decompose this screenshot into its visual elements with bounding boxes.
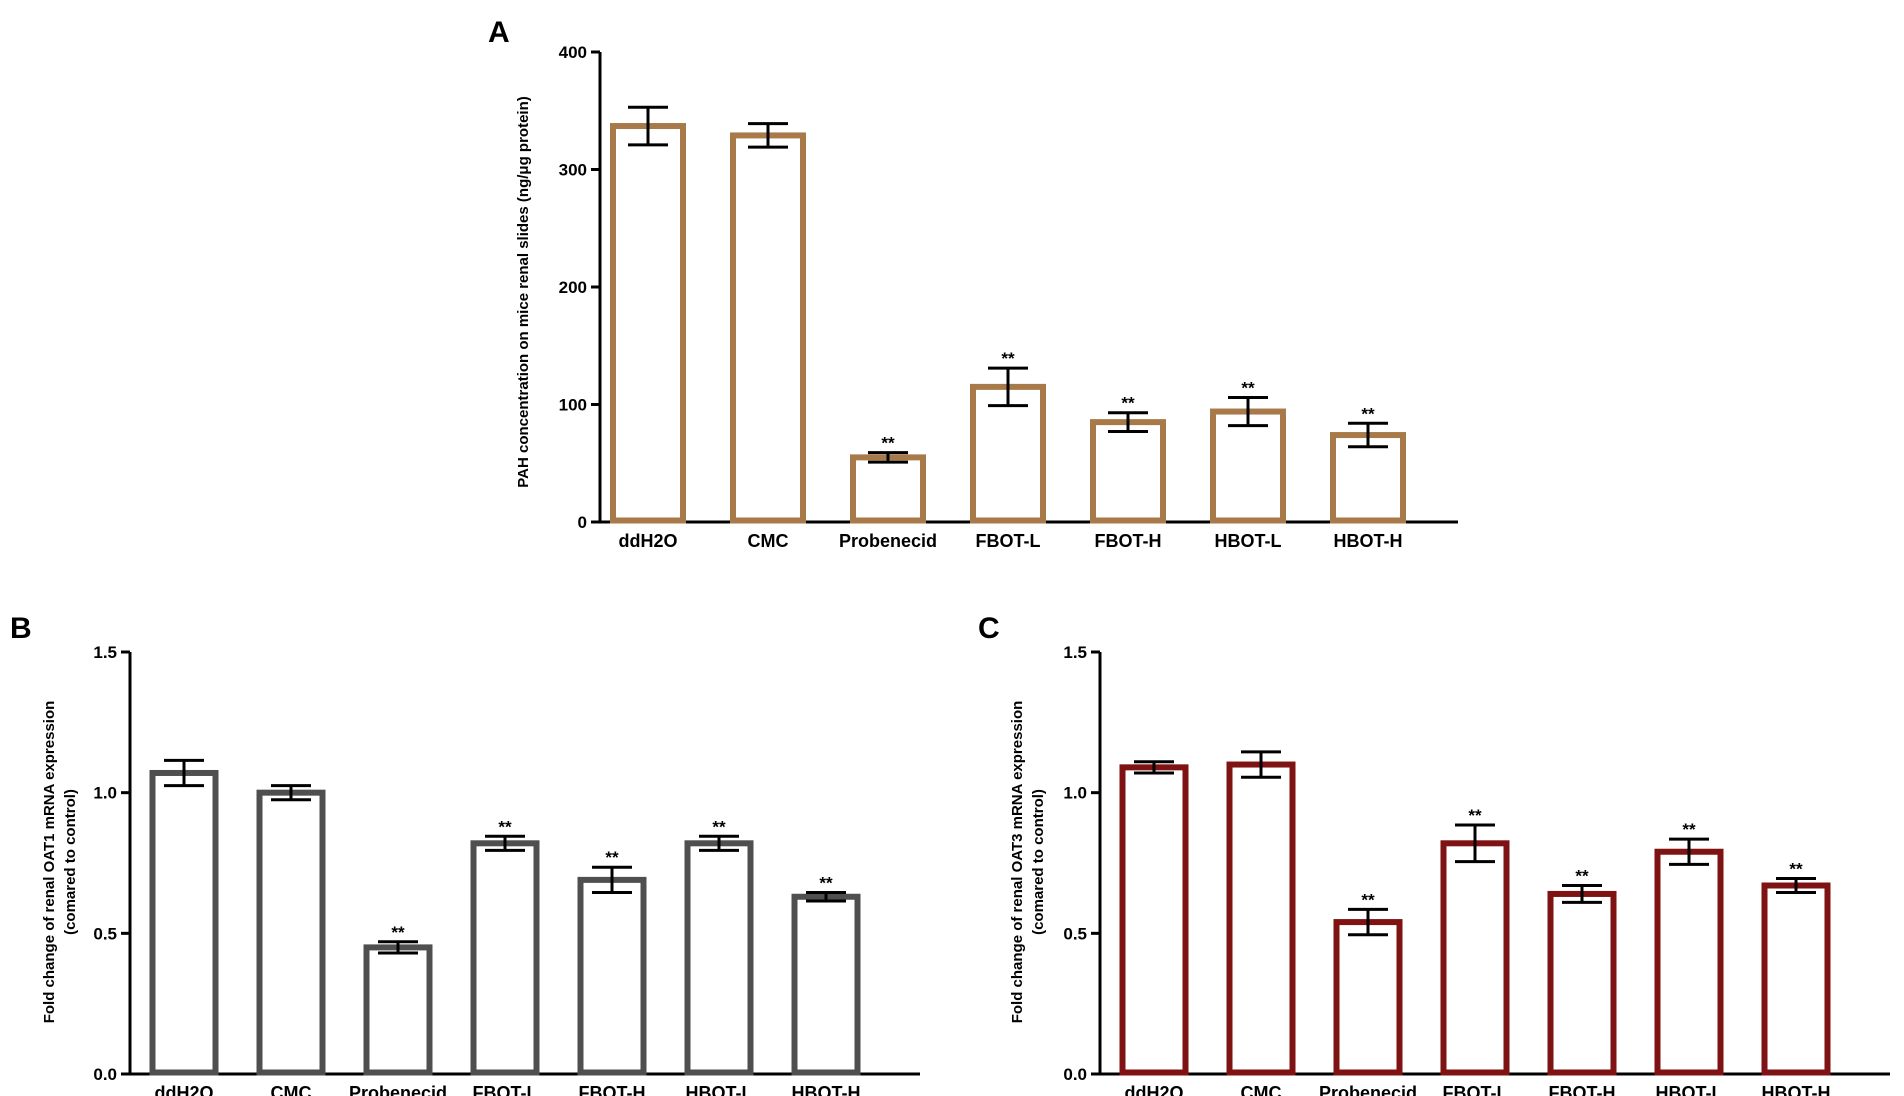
panel-b-category-label: ddH2O (154, 1083, 213, 1096)
panel-a: A PAH concentration on mice renal slides… (488, 16, 1458, 551)
panel-a-category-label: HBOT-H (1334, 531, 1403, 551)
panel-c-y-axis-title-line2: (comared to control) (1030, 789, 1047, 935)
panel-c-significance-label: ** (1575, 867, 1589, 886)
panel-b-significance-label: ** (712, 817, 726, 836)
panel-a-significance-label: ** (1121, 394, 1135, 413)
panel-b-significance-label: ** (819, 874, 833, 893)
panel-a-bar (1210, 408, 1286, 524)
panel-b-category-label: Probenecid (349, 1083, 447, 1096)
panel-b-significance-label: ** (605, 848, 619, 867)
panel-c-y-axis-title-line1: Fold change of renal OAT3 mRNA expressio… (1009, 701, 1026, 1024)
panel-b-category-label: HBOT-L (686, 1083, 753, 1096)
panel-c-category-label: FBOT-L (1443, 1083, 1508, 1096)
panel-c-bar (1440, 840, 1510, 1076)
panel-a-bar (730, 132, 806, 524)
panel-c-bar (1333, 919, 1403, 1076)
panel-b: B Fold change of renal OAT1 mRNA express… (10, 612, 920, 1096)
panel-c-category-label: HBOT-L (1656, 1083, 1723, 1096)
panel-b-significance-label: ** (391, 923, 405, 942)
panel-b-bar (791, 893, 861, 1076)
panel-a-y-axis-title: PAH concentration on mice renal slides (… (515, 96, 532, 487)
panel-b-category-label: HBOT-H (792, 1083, 861, 1096)
panel-c-y-tick-label: 1.5 (1063, 643, 1087, 662)
panel-a-category-label: CMC (748, 531, 789, 551)
panel-a-category-label: FBOT-H (1095, 531, 1162, 551)
panel-a-category-label: FBOT-L (976, 531, 1041, 551)
panel-c-y-tick-label: 0.0 (1063, 1065, 1087, 1084)
panel-b-letter: B (10, 612, 32, 645)
panel-a-bar (610, 123, 686, 524)
panel-b-y-tick-label: 0.0 (93, 1065, 117, 1084)
panel-a-y-tick-label: 300 (559, 161, 587, 180)
panel-a-significance-label: ** (1241, 378, 1255, 397)
panel-b-bar (256, 789, 326, 1076)
panel-a-y-tick-label: 200 (559, 278, 587, 297)
panel-c-y-tick-label: 1.0 (1063, 784, 1087, 803)
panel-b-y-tick-label: 0.5 (93, 924, 117, 943)
panel-c-plot: 0.0 0.5 1.0 1.5 ddH2O CMC ** Probenecid ** FBOT-L… (1063, 643, 1890, 1096)
panel-b-bar (577, 876, 647, 1076)
panel-b-bar (363, 944, 433, 1076)
panel-c-bar (1761, 882, 1831, 1076)
panel-a-significance-label: ** (1361, 404, 1375, 423)
panel-c-y-tick-label: 0.5 (1063, 924, 1087, 943)
panel-b-category-label: CMC (271, 1083, 312, 1096)
panel-a-y-tick-label: 400 (559, 43, 587, 62)
panel-a-bar (970, 383, 1046, 524)
panel-c-significance-label: ** (1361, 890, 1375, 909)
panel-b-plot: 0.0 0.5 1.0 1.5 ddH2O CMC ** Probenecid ** FBOT-L… (93, 643, 920, 1096)
panel-c: C Fold change of renal OAT3 mRNA express… (978, 612, 1890, 1096)
panel-c-significance-label: ** (1468, 806, 1482, 825)
panel-a-significance-label: ** (1001, 349, 1015, 368)
panel-a-category-label: HBOT-L (1215, 531, 1282, 551)
panel-b-y-tick-label: 1.0 (93, 784, 117, 803)
panel-a-category-label: Probenecid (839, 531, 937, 551)
panel-c-significance-label: ** (1789, 859, 1803, 878)
panel-c-category-label: HBOT-H (1762, 1083, 1831, 1096)
panel-b-category-label: FBOT-L (473, 1083, 538, 1096)
panel-c-bar (1119, 764, 1189, 1076)
panel-c-category-label: FBOT-H (1549, 1083, 1616, 1096)
panel-b-y-axis-title-line2: (comared to control) (62, 789, 79, 935)
panel-a-category-label: ddH2O (618, 531, 677, 551)
panel-b-bar (684, 840, 754, 1076)
panel-a-bar (1330, 432, 1406, 524)
panel-c-bar (1226, 761, 1296, 1076)
panel-a-y-tick-label: 100 (559, 396, 587, 415)
panel-b-significance-label: ** (498, 817, 512, 836)
panel-a-bar (850, 454, 926, 524)
panel-c-bar (1654, 848, 1724, 1076)
panel-a-letter: A (488, 16, 510, 49)
panel-a-plot: 0 100 200 300 400 ddH2O CMC ** Probenecid ** FBOT-… (559, 43, 1458, 551)
panel-c-category-label: Probenecid (1319, 1083, 1417, 1096)
panel-b-y-tick-label: 1.5 (93, 643, 117, 662)
panel-b-category-label: FBOT-H (579, 1083, 646, 1096)
panel-b-bar (470, 840, 540, 1076)
panel-c-significance-label: ** (1682, 820, 1696, 839)
panel-a-significance-label: ** (881, 434, 895, 453)
panel-c-bar (1547, 890, 1617, 1076)
panel-b-bar (149, 769, 219, 1076)
panel-c-category-label: ddH2O (1124, 1083, 1183, 1096)
panel-a-bar (1090, 419, 1166, 524)
panel-c-category-label: CMC (1241, 1083, 1282, 1096)
panel-c-letter: C (978, 612, 1000, 645)
panel-a-y-tick-label: 0 (578, 513, 587, 532)
panel-b-y-axis-title-line1: Fold change of renal OAT1 mRNA expressio… (41, 701, 58, 1024)
